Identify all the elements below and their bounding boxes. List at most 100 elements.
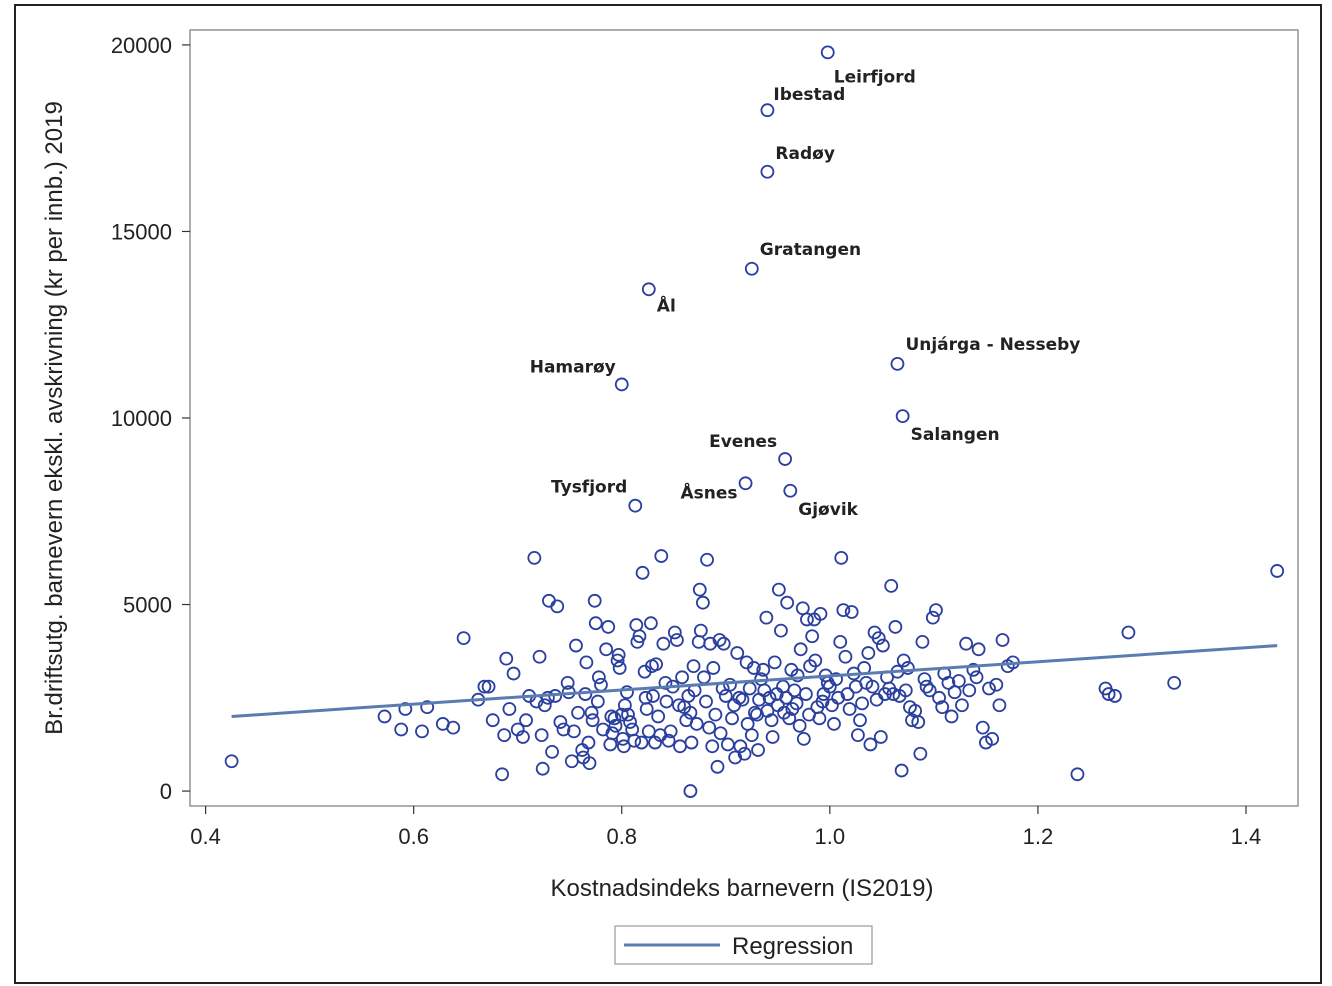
- data-point: [815, 694, 830, 709]
- data-point: [641, 282, 656, 297]
- data-point: [992, 698, 1007, 713]
- data-point: [782, 711, 797, 726]
- point-label: Ål: [657, 293, 676, 316]
- data-point: [394, 722, 409, 737]
- data-point: [776, 679, 790, 694]
- data-point: [884, 578, 899, 593]
- data-point: [663, 724, 678, 739]
- data-point: [579, 655, 594, 670]
- y-tick-label: 20000: [111, 33, 172, 58]
- data-point: [569, 638, 583, 653]
- point-label: Gratangen: [760, 240, 861, 260]
- data-point: [790, 668, 805, 683]
- data-point: [646, 689, 660, 703]
- data-point: [693, 623, 708, 638]
- y-tick-label: 10000: [111, 406, 172, 431]
- data-point: [971, 642, 986, 657]
- data-point: [871, 631, 886, 646]
- data-point: [796, 731, 811, 746]
- data-point: [746, 661, 761, 675]
- data-point: [869, 692, 884, 707]
- data-point: [944, 709, 959, 724]
- data-point: [737, 746, 752, 761]
- data-point: [816, 687, 831, 701]
- data-point: [481, 679, 496, 694]
- data-point: [603, 737, 618, 752]
- data-point: [623, 715, 637, 729]
- data-point: [941, 675, 956, 690]
- data-point: [905, 713, 919, 728]
- data-point: [834, 551, 849, 565]
- data-point: [780, 595, 795, 610]
- data-point: [805, 629, 820, 644]
- point-label: Hamarøy: [530, 357, 616, 377]
- data-point: [738, 476, 753, 491]
- data-point: [822, 679, 837, 694]
- data-point: [224, 754, 239, 769]
- data-point: [703, 636, 718, 651]
- point-label: Leirfjord: [834, 67, 916, 87]
- x-axis-title: Kostnadsindeks barnevern (IS2019): [551, 875, 934, 902]
- data-point: [922, 683, 937, 698]
- data-point: [865, 679, 880, 694]
- data-point: [590, 694, 605, 709]
- data-point: [651, 709, 666, 724]
- data-point: [844, 605, 859, 619]
- data-point: [932, 690, 946, 705]
- data-point: [649, 657, 663, 672]
- data-point: [527, 551, 542, 565]
- legend-box: [614, 925, 873, 965]
- data-point: [1270, 564, 1285, 578]
- data-point: [728, 750, 743, 765]
- data-point: [917, 672, 932, 687]
- data-point: [730, 646, 745, 660]
- data-point: [692, 582, 707, 597]
- data-point: [733, 739, 748, 754]
- data-point: [898, 683, 913, 698]
- data-point: [831, 690, 846, 705]
- data-point: [820, 45, 835, 60]
- data-point: [935, 700, 950, 715]
- data-point: [658, 675, 673, 690]
- data-point: [896, 653, 911, 668]
- data-point: [696, 595, 710, 610]
- data-point: [975, 720, 990, 735]
- data-point: [614, 707, 629, 722]
- data-point: [560, 675, 575, 690]
- y-tick-label: 0: [160, 779, 172, 804]
- data-point: [725, 711, 739, 726]
- point-label: Tysfjord: [551, 478, 627, 498]
- data-point: [735, 692, 750, 707]
- data-point: [584, 705, 599, 720]
- data-point: [795, 601, 810, 616]
- point-label: Radøy: [775, 144, 835, 164]
- data-point: [759, 610, 774, 625]
- data-point: [744, 728, 759, 743]
- data-point: [601, 620, 616, 634]
- legend-label-regression: Regression: [732, 933, 853, 960]
- data-point: [667, 625, 682, 640]
- data-point: [982, 681, 996, 696]
- data-point: [771, 582, 786, 597]
- data-point: [420, 700, 435, 715]
- data-point: [959, 636, 974, 651]
- data-point: [545, 745, 559, 759]
- data-point: [535, 761, 550, 776]
- data-point: [838, 649, 853, 664]
- data-point: [833, 634, 848, 649]
- data-point: [621, 707, 635, 722]
- data-point: [1101, 687, 1116, 701]
- data-point: [553, 715, 568, 729]
- data-point: [863, 737, 878, 752]
- data-point: [751, 743, 765, 757]
- data-point: [827, 717, 841, 731]
- data-point: [1070, 767, 1085, 782]
- data-point: [634, 735, 649, 750]
- data-point: [712, 633, 727, 647]
- data-point: [516, 730, 530, 744]
- data-point: [708, 707, 723, 722]
- point-label: Evenes: [709, 432, 777, 452]
- data-point: [789, 696, 804, 711]
- data-point: [506, 666, 521, 681]
- data-point: [853, 713, 867, 728]
